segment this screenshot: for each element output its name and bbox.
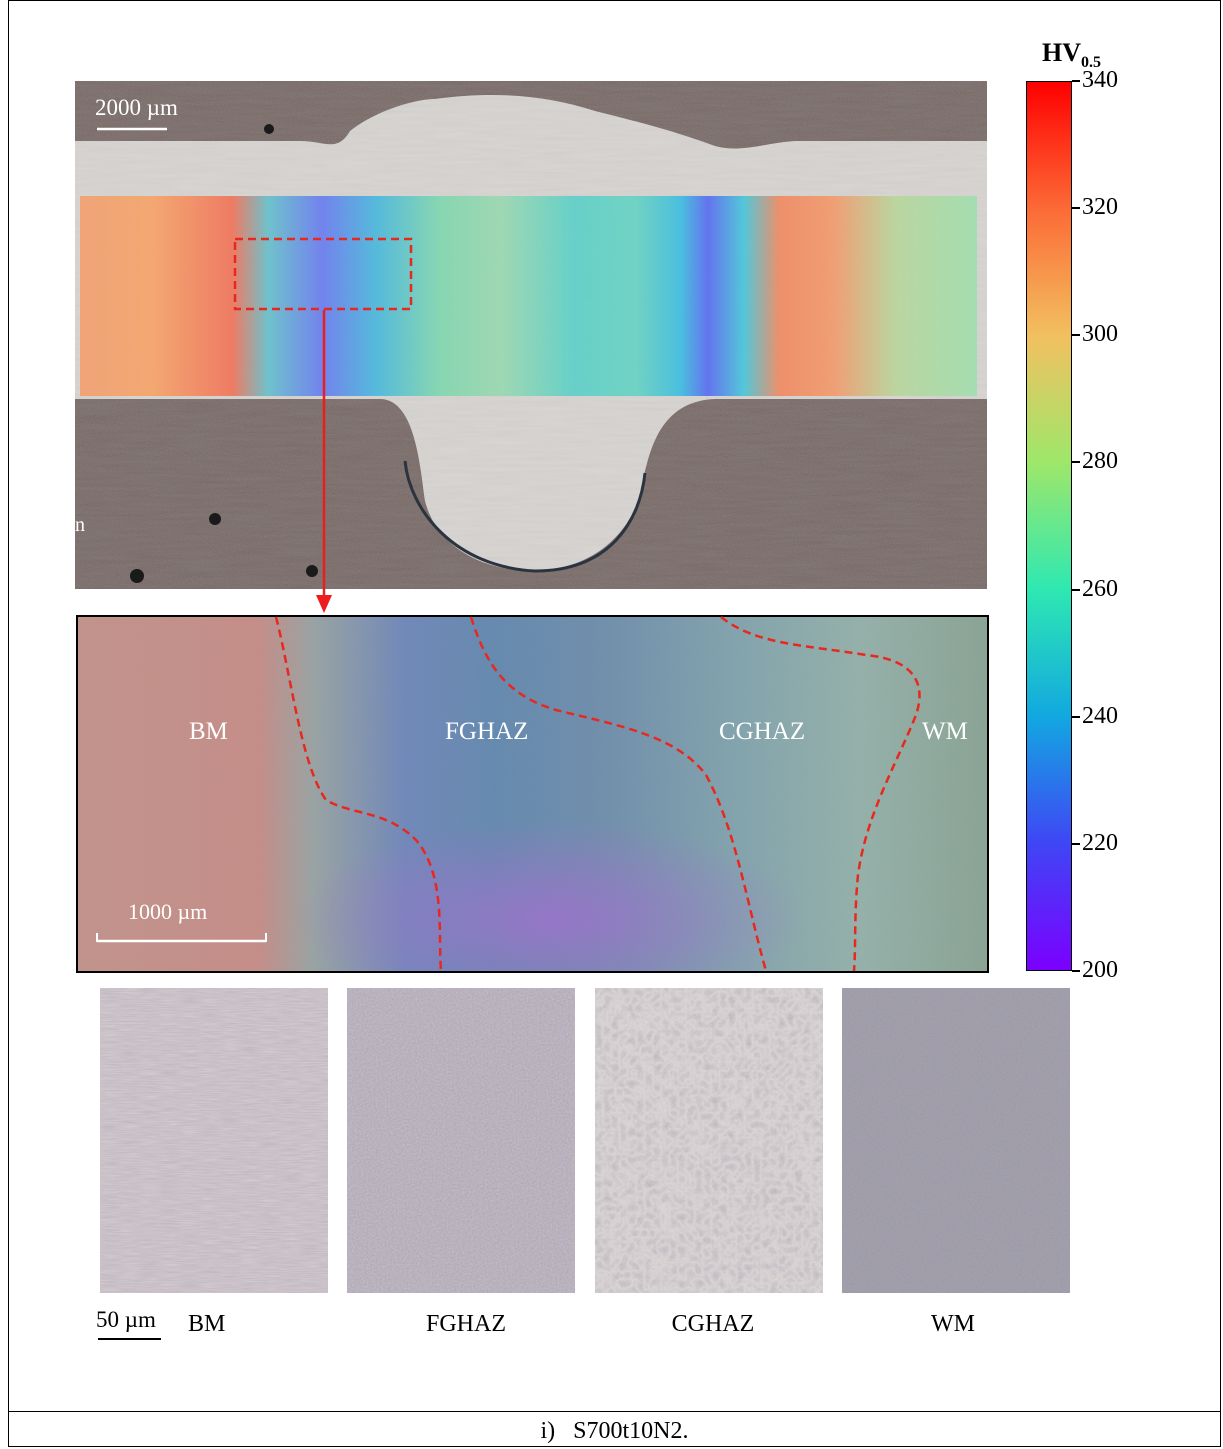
colorbar-tick-mark [1072,334,1080,337]
weld-cross-section-map: 2000 µm n [75,81,987,589]
colorbar-tick-mark [1072,715,1080,718]
zone-label-cghaz: CGHAZ [719,718,806,745]
colorbar-tick-label: 220 [1082,829,1118,856]
colorbar-title: HV0.5 [1042,38,1101,72]
zone-label-wm: WM [922,718,968,745]
micrograph-scale-label: 50 µm [96,1307,156,1332]
micrograph-label-cghaz: CGHAZ [671,1311,755,1337]
figure-caption: i) S700t10N2. [8,1418,1221,1445]
colorbar-tick-label: 240 [1082,702,1118,729]
micrograph-bm [100,988,328,1293]
micrograph-label-bm: BM [188,1311,226,1337]
colorbar [1026,81,1072,971]
figure-frame [8,0,1221,1447]
colorbar-tick-label: 320 [1082,194,1118,221]
colorbar-tick-label: 200 [1082,957,1118,983]
colorbar-title-sub: 0.5 [1081,54,1101,72]
colorbar-tick-label: 340 [1082,67,1118,93]
colorbar-title-main: HV [1042,38,1081,67]
colorbar-tick-label: 260 [1082,575,1118,602]
zone-label-bm: BM [189,718,228,745]
micrograph-wm [842,988,1070,1293]
zoom-region-box [233,237,413,311]
caption-text: S700t10N2. [573,1418,689,1444]
haz-zoom-panel [76,615,989,973]
colorbar-tick-mark [1072,970,1080,972]
caption-marker: i) [540,1418,556,1444]
zoom-arrow [316,310,332,613]
caption-divider [8,1411,1221,1412]
colorbar-tick-label: 300 [1082,321,1118,348]
micrograph-label-wm: WM [931,1311,975,1337]
macro-scale-label: 2000 µm [95,95,178,120]
colorbar-tick-mark [1072,207,1080,210]
micrograph-fghaz [347,988,575,1293]
zone-label-fghaz: FGHAZ [445,718,529,745]
micrograph-scale-bar [98,1338,161,1340]
colorbar-tick-mark [1072,842,1080,845]
colorbar-tick-mark [1072,461,1080,464]
zoom-scale-label: 1000 µm [128,899,208,924]
macro-edge-glyph: n [75,514,85,536]
colorbar-tick-label: 280 [1082,448,1118,475]
micrograph-label-fghaz: FGHAZ [425,1311,506,1337]
colorbar-tick-mark [1072,588,1080,591]
micrograph-cghaz [595,988,823,1293]
colorbar-tick-mark [1072,80,1080,82]
